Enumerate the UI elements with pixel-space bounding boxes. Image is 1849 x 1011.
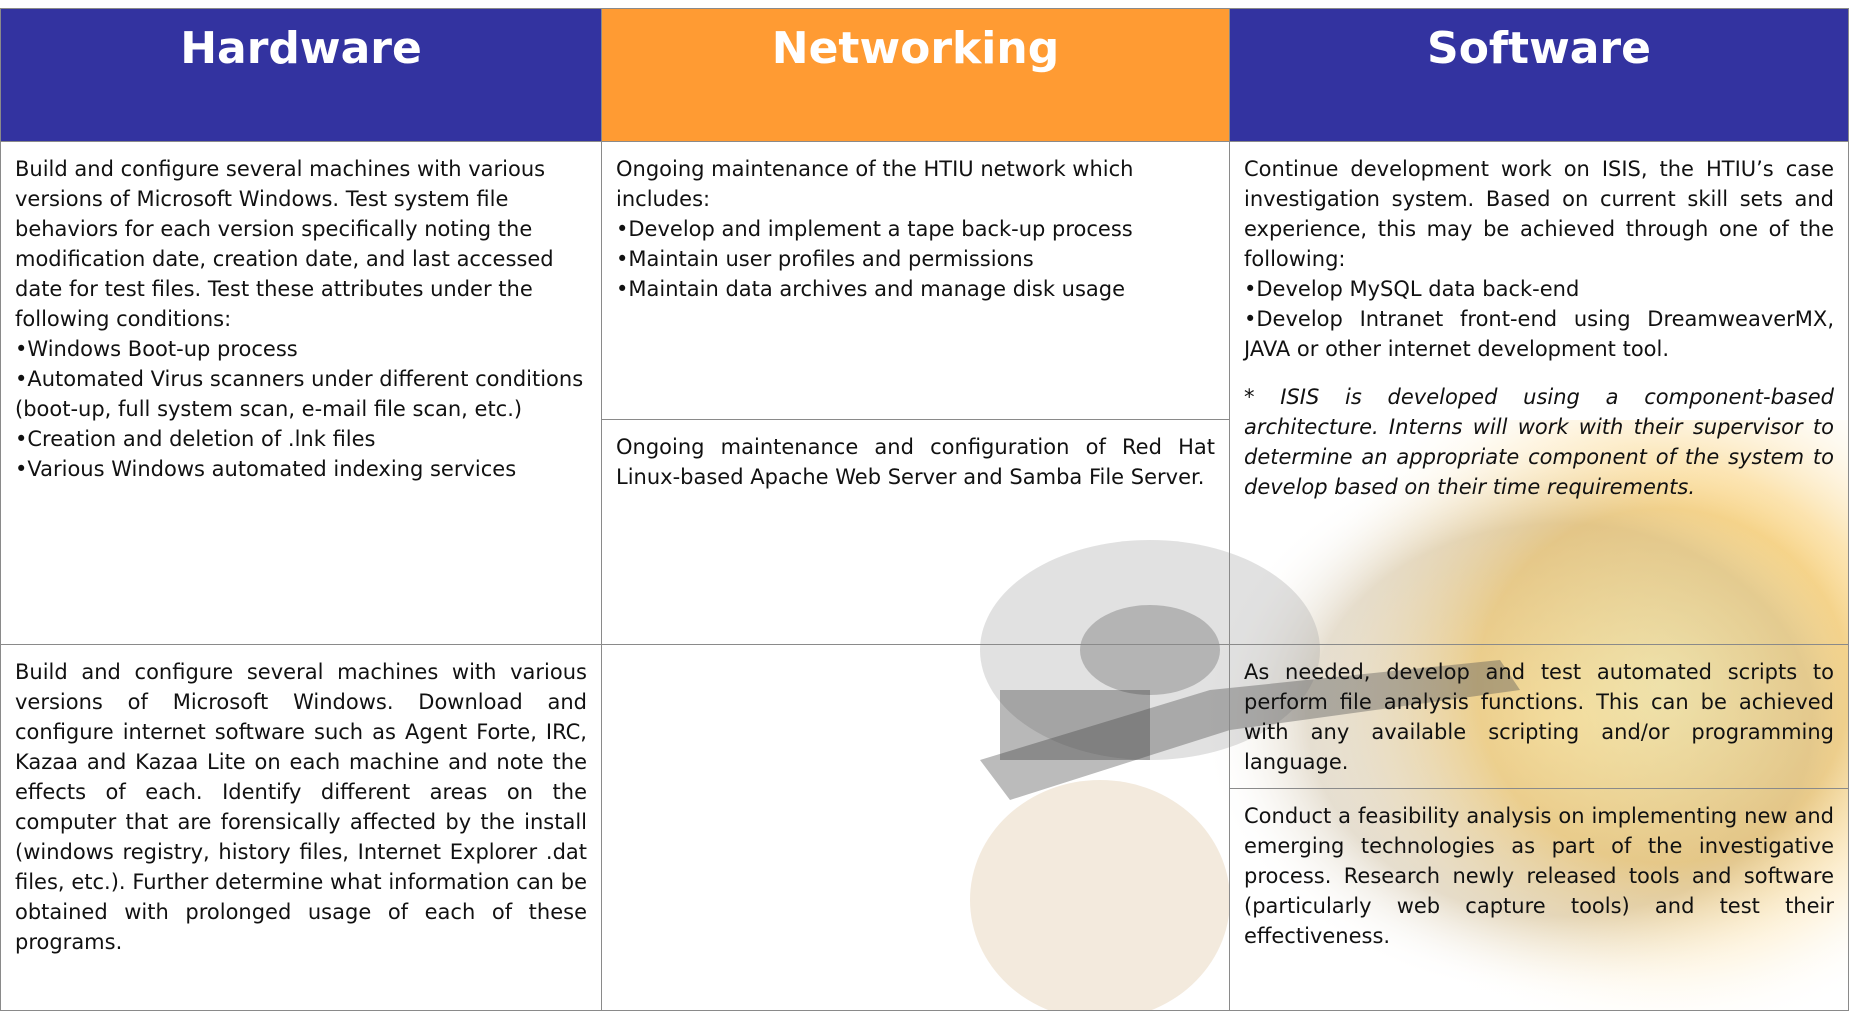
list-item: •Various Windows automated indexing serv…: [15, 457, 517, 481]
table-cell: Conduct a feasibility analysis on implem…: [1229, 788, 1849, 1011]
list-item: •Creation and deletion of .lnk files: [15, 427, 376, 451]
table-cell: Continue development work on ISIS, the H…: [1229, 141, 1849, 645]
list-item: •Develop and implement a tape back-up pr…: [616, 217, 1133, 241]
cell-text: As needed, develop and test automated sc…: [1244, 660, 1834, 774]
column-header: Hardware: [0, 8, 602, 142]
cell-text: Continue development work on ISIS, the H…: [1244, 157, 1834, 271]
table-cell: Build and configure several machines wit…: [0, 141, 602, 645]
table-cell: Ongoing maintenance of the HTIU network …: [601, 141, 1230, 420]
cell-text: Ongoing maintenance and configuration of…: [616, 435, 1215, 489]
table-cell: As needed, develop and test automated sc…: [1229, 644, 1849, 789]
cell-text: Build and configure several machines wit…: [15, 660, 587, 954]
cell-text: Ongoing maintenance of the HTIU network …: [616, 157, 1134, 211]
cell-text: Conduct a feasibility analysis on implem…: [1244, 804, 1834, 948]
list-item: •Develop MySQL data back-end: [1244, 277, 1580, 301]
list-item: •Automated Virus scanners under differen…: [15, 367, 584, 421]
cell-text: Build and configure several machines wit…: [15, 157, 554, 331]
table-cell: Build and configure several machines wit…: [0, 644, 602, 1011]
list-item: •Maintain data archives and manage disk …: [616, 277, 1126, 301]
column-header: Networking: [601, 8, 1230, 142]
column-header: Software: [1229, 8, 1849, 142]
list-item: •Windows Boot-up process: [15, 337, 298, 361]
list-item: •Develop Intranet front-end using Dreamw…: [1244, 307, 1834, 361]
table-cell: Ongoing maintenance and configuration of…: [601, 419, 1230, 645]
note: * ISIS is developed using a component-ba…: [1244, 385, 1834, 499]
table-cell: [601, 644, 1230, 1011]
list-item: •Maintain user profiles and permissions: [616, 247, 1034, 271]
